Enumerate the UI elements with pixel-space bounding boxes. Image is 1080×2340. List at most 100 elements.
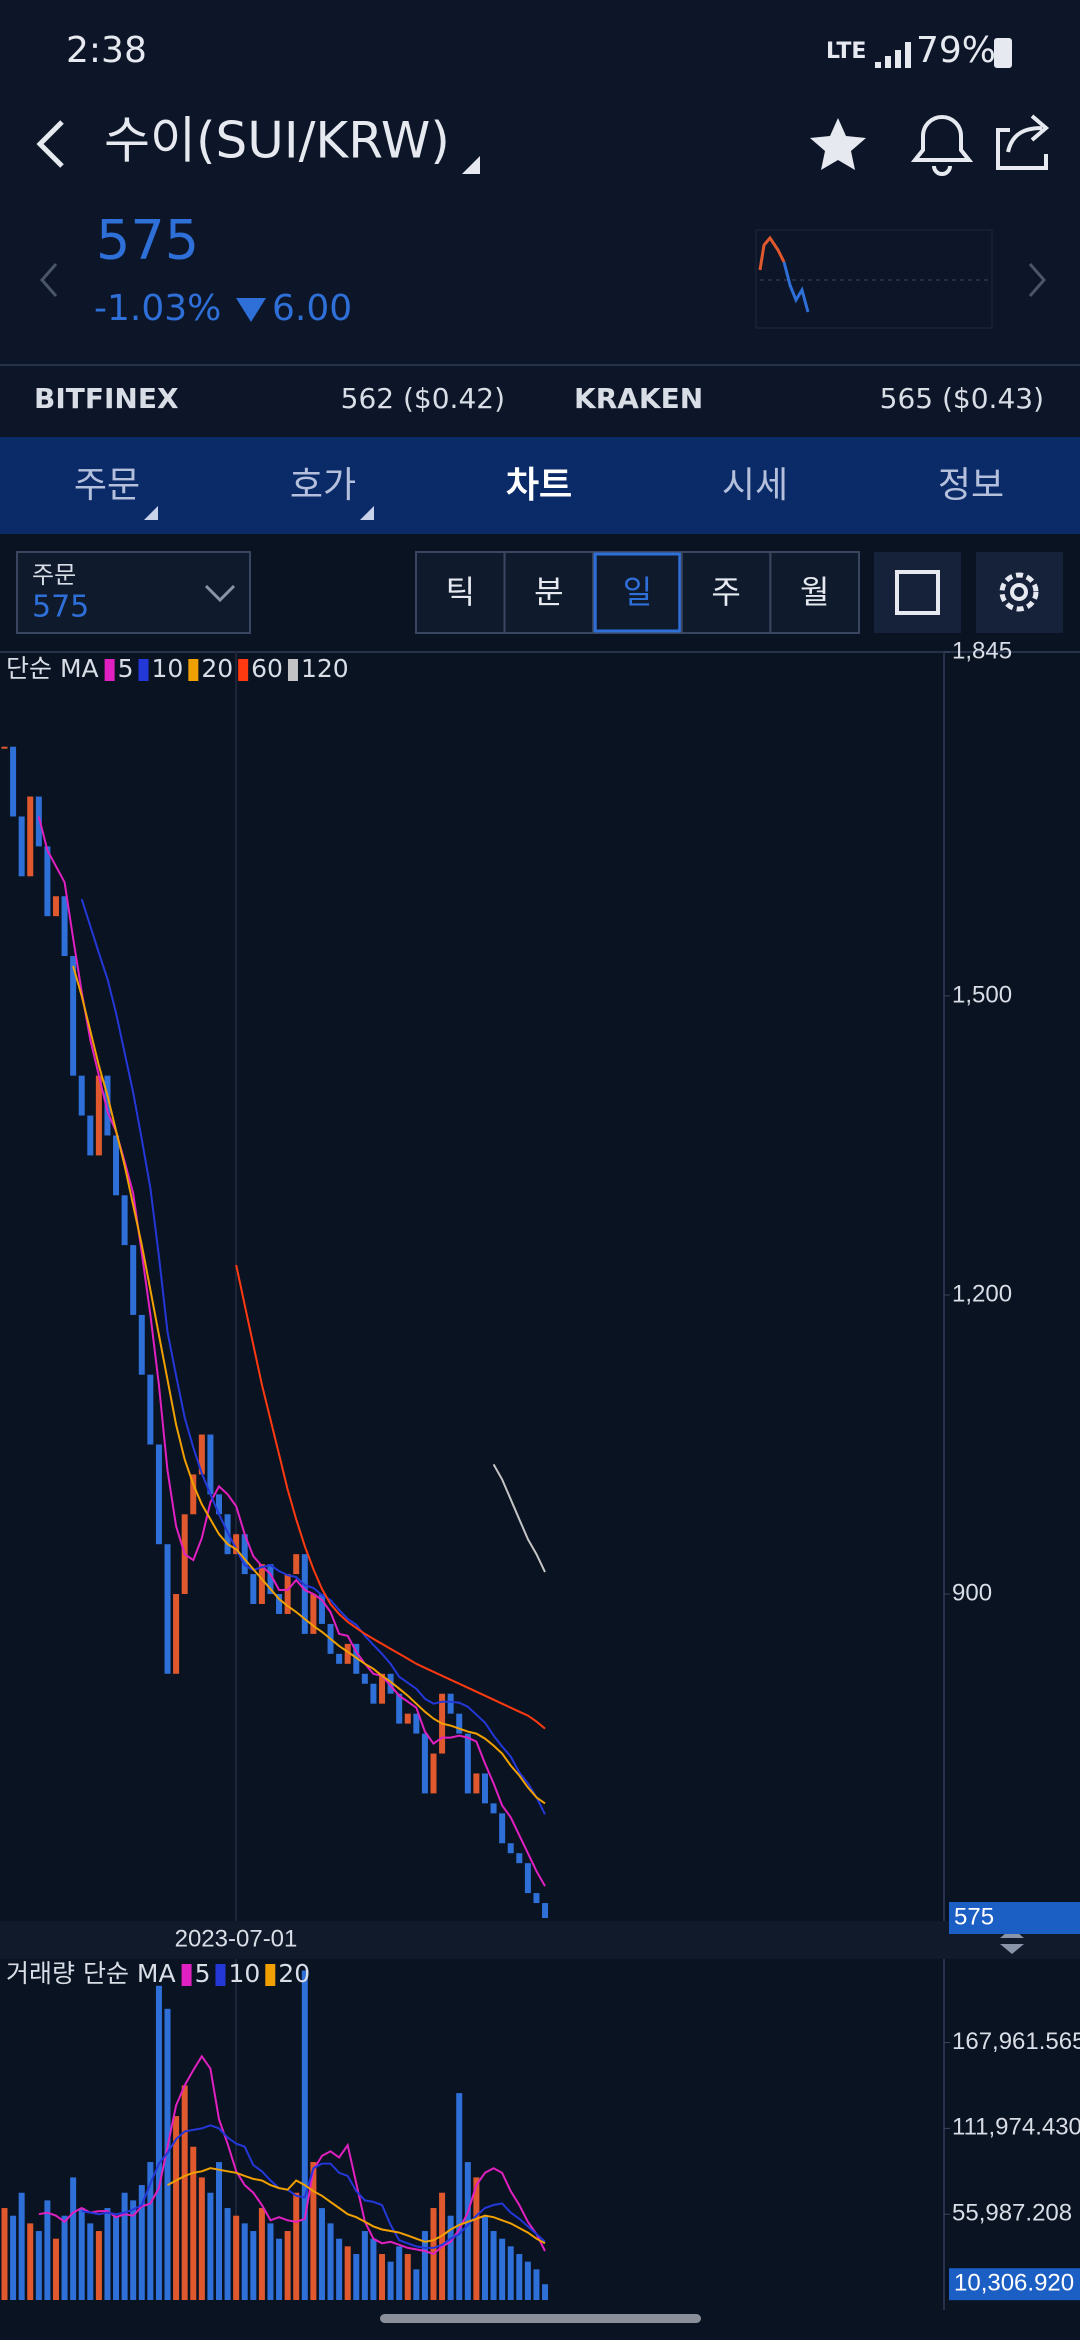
legend-swatch — [188, 659, 199, 681]
candle — [52, 896, 59, 917]
period-button[interactable] — [592, 551, 683, 634]
tab[interactable]: 호가 — [290, 465, 356, 506]
candle — [370, 1683, 377, 1704]
candle — [456, 1713, 463, 1734]
tab[interactable]: 차트 — [506, 465, 572, 506]
candle — [430, 1753, 437, 1794]
period-button[interactable] — [680, 551, 772, 634]
candle — [447, 1693, 454, 1714]
last-volume-label: 10,306.920 — [954, 2270, 1074, 2297]
volume-bar — [542, 2284, 549, 2300]
volume-bar — [499, 2238, 506, 2300]
next-coin[interactable] — [1028, 263, 1046, 297]
ticker-change-percent: -1.03% — [94, 288, 221, 329]
status-battery: 79% — [916, 30, 996, 71]
candle — [258, 1564, 265, 1604]
candle — [173, 1594, 180, 1674]
volume-bar — [78, 2208, 85, 2300]
ma-line — [167, 2167, 546, 2245]
volume-bar — [224, 2208, 231, 2300]
last-price-tag — [949, 1902, 1080, 1935]
volume-bar — [18, 2192, 25, 2300]
volume-bar — [413, 2269, 420, 2300]
order-select-label: 주문 — [32, 561, 76, 589]
tab-menu-arrow — [144, 506, 158, 520]
volume-bar — [52, 2238, 59, 2300]
legend-swatch — [287, 659, 298, 681]
volume-bar — [344, 2246, 351, 2300]
period-active-border — [593, 552, 682, 633]
volume-bar — [241, 2223, 248, 2300]
candle — [396, 1693, 403, 1724]
candle — [121, 1195, 128, 1246]
volume-bar — [216, 2162, 222, 2300]
candle — [87, 1115, 94, 1156]
down-triangle — [236, 298, 266, 322]
alert-button[interactable] — [910, 115, 974, 176]
tabs: 주문 호가 차트 시세 정보 — [74, 465, 1004, 506]
volume-bar — [130, 2200, 137, 2300]
prev-coin[interactable] — [40, 263, 58, 297]
legend-label: 10 — [152, 654, 184, 683]
exchange-price: 565 ($0.43) — [880, 382, 1044, 415]
home-indicator — [380, 2314, 701, 2323]
legend-swatch — [265, 1964, 276, 1986]
candle — [216, 1494, 222, 1515]
y-tick-label: 900 — [952, 1579, 992, 1606]
volume-bar — [516, 2254, 523, 2300]
volume-bar — [190, 2146, 197, 2300]
candle — [318, 1594, 325, 1624]
legend-swatch — [104, 659, 115, 681]
sparkline-frame — [755, 229, 993, 329]
legend-swatch — [138, 659, 149, 681]
period-button[interactable] — [415, 551, 506, 634]
candle — [516, 1853, 523, 1864]
volume-bar — [95, 2231, 102, 2300]
tab[interactable]: 정보 — [938, 465, 1004, 506]
volume-bar — [318, 2208, 325, 2300]
candle — [361, 1673, 368, 1684]
candle — [95, 1075, 102, 1156]
candle — [18, 816, 25, 877]
legend-swatch — [181, 1964, 192, 1986]
settings-button[interactable] — [976, 552, 1063, 633]
layout-button[interactable] — [874, 552, 961, 633]
candle — [499, 1813, 506, 1844]
share-button[interactable] — [996, 114, 1050, 170]
charts: 1,845 1,500 1,200 900 단순 MA 5 10 20 60 120 575 55,9… — [1, 637, 1080, 2301]
y-tick-label: 1,200 — [952, 1280, 1012, 1307]
volume-bar — [113, 2215, 120, 2300]
candle — [344, 1643, 351, 1664]
y-tick-label: 1,500 — [952, 981, 1012, 1008]
signal-icon — [875, 42, 911, 68]
volume-bar — [181, 2085, 188, 2300]
period-button[interactable] — [769, 551, 861, 634]
order-select-value: 575 — [32, 590, 89, 625]
period-button[interactable] — [503, 551, 595, 634]
y-tick-label: 111,974.430 — [952, 2114, 1080, 2141]
candle — [542, 1903, 549, 1919]
volume-bar — [379, 2254, 386, 2300]
candle — [190, 1474, 197, 1515]
tab[interactable]: 주문 — [74, 465, 140, 506]
period-label: 틱 — [446, 573, 475, 611]
candle — [301, 1554, 308, 1634]
page-title[interactable]: 수이(SUI/KRW) — [104, 112, 450, 170]
candle — [198, 1434, 205, 1475]
volume-bar — [370, 2238, 377, 2300]
back-button[interactable] — [36, 120, 64, 168]
legend-title: 거래량 단순 MA — [6, 1959, 176, 1988]
favorite-button[interactable] — [810, 118, 866, 170]
volume-bar — [447, 2215, 454, 2300]
candle — [533, 1893, 540, 1904]
candle — [284, 1574, 291, 1614]
candle — [155, 1444, 162, 1545]
candle — [379, 1673, 386, 1704]
candle — [507, 1843, 514, 1854]
resize-handle[interactable] — [1000, 1928, 1024, 1954]
ticker-change: 6.00 — [272, 288, 352, 329]
legend-label: 60 — [251, 654, 283, 683]
tab[interactable]: 시세 — [722, 465, 788, 506]
candle — [147, 1374, 154, 1445]
volume-bar — [276, 2238, 283, 2300]
